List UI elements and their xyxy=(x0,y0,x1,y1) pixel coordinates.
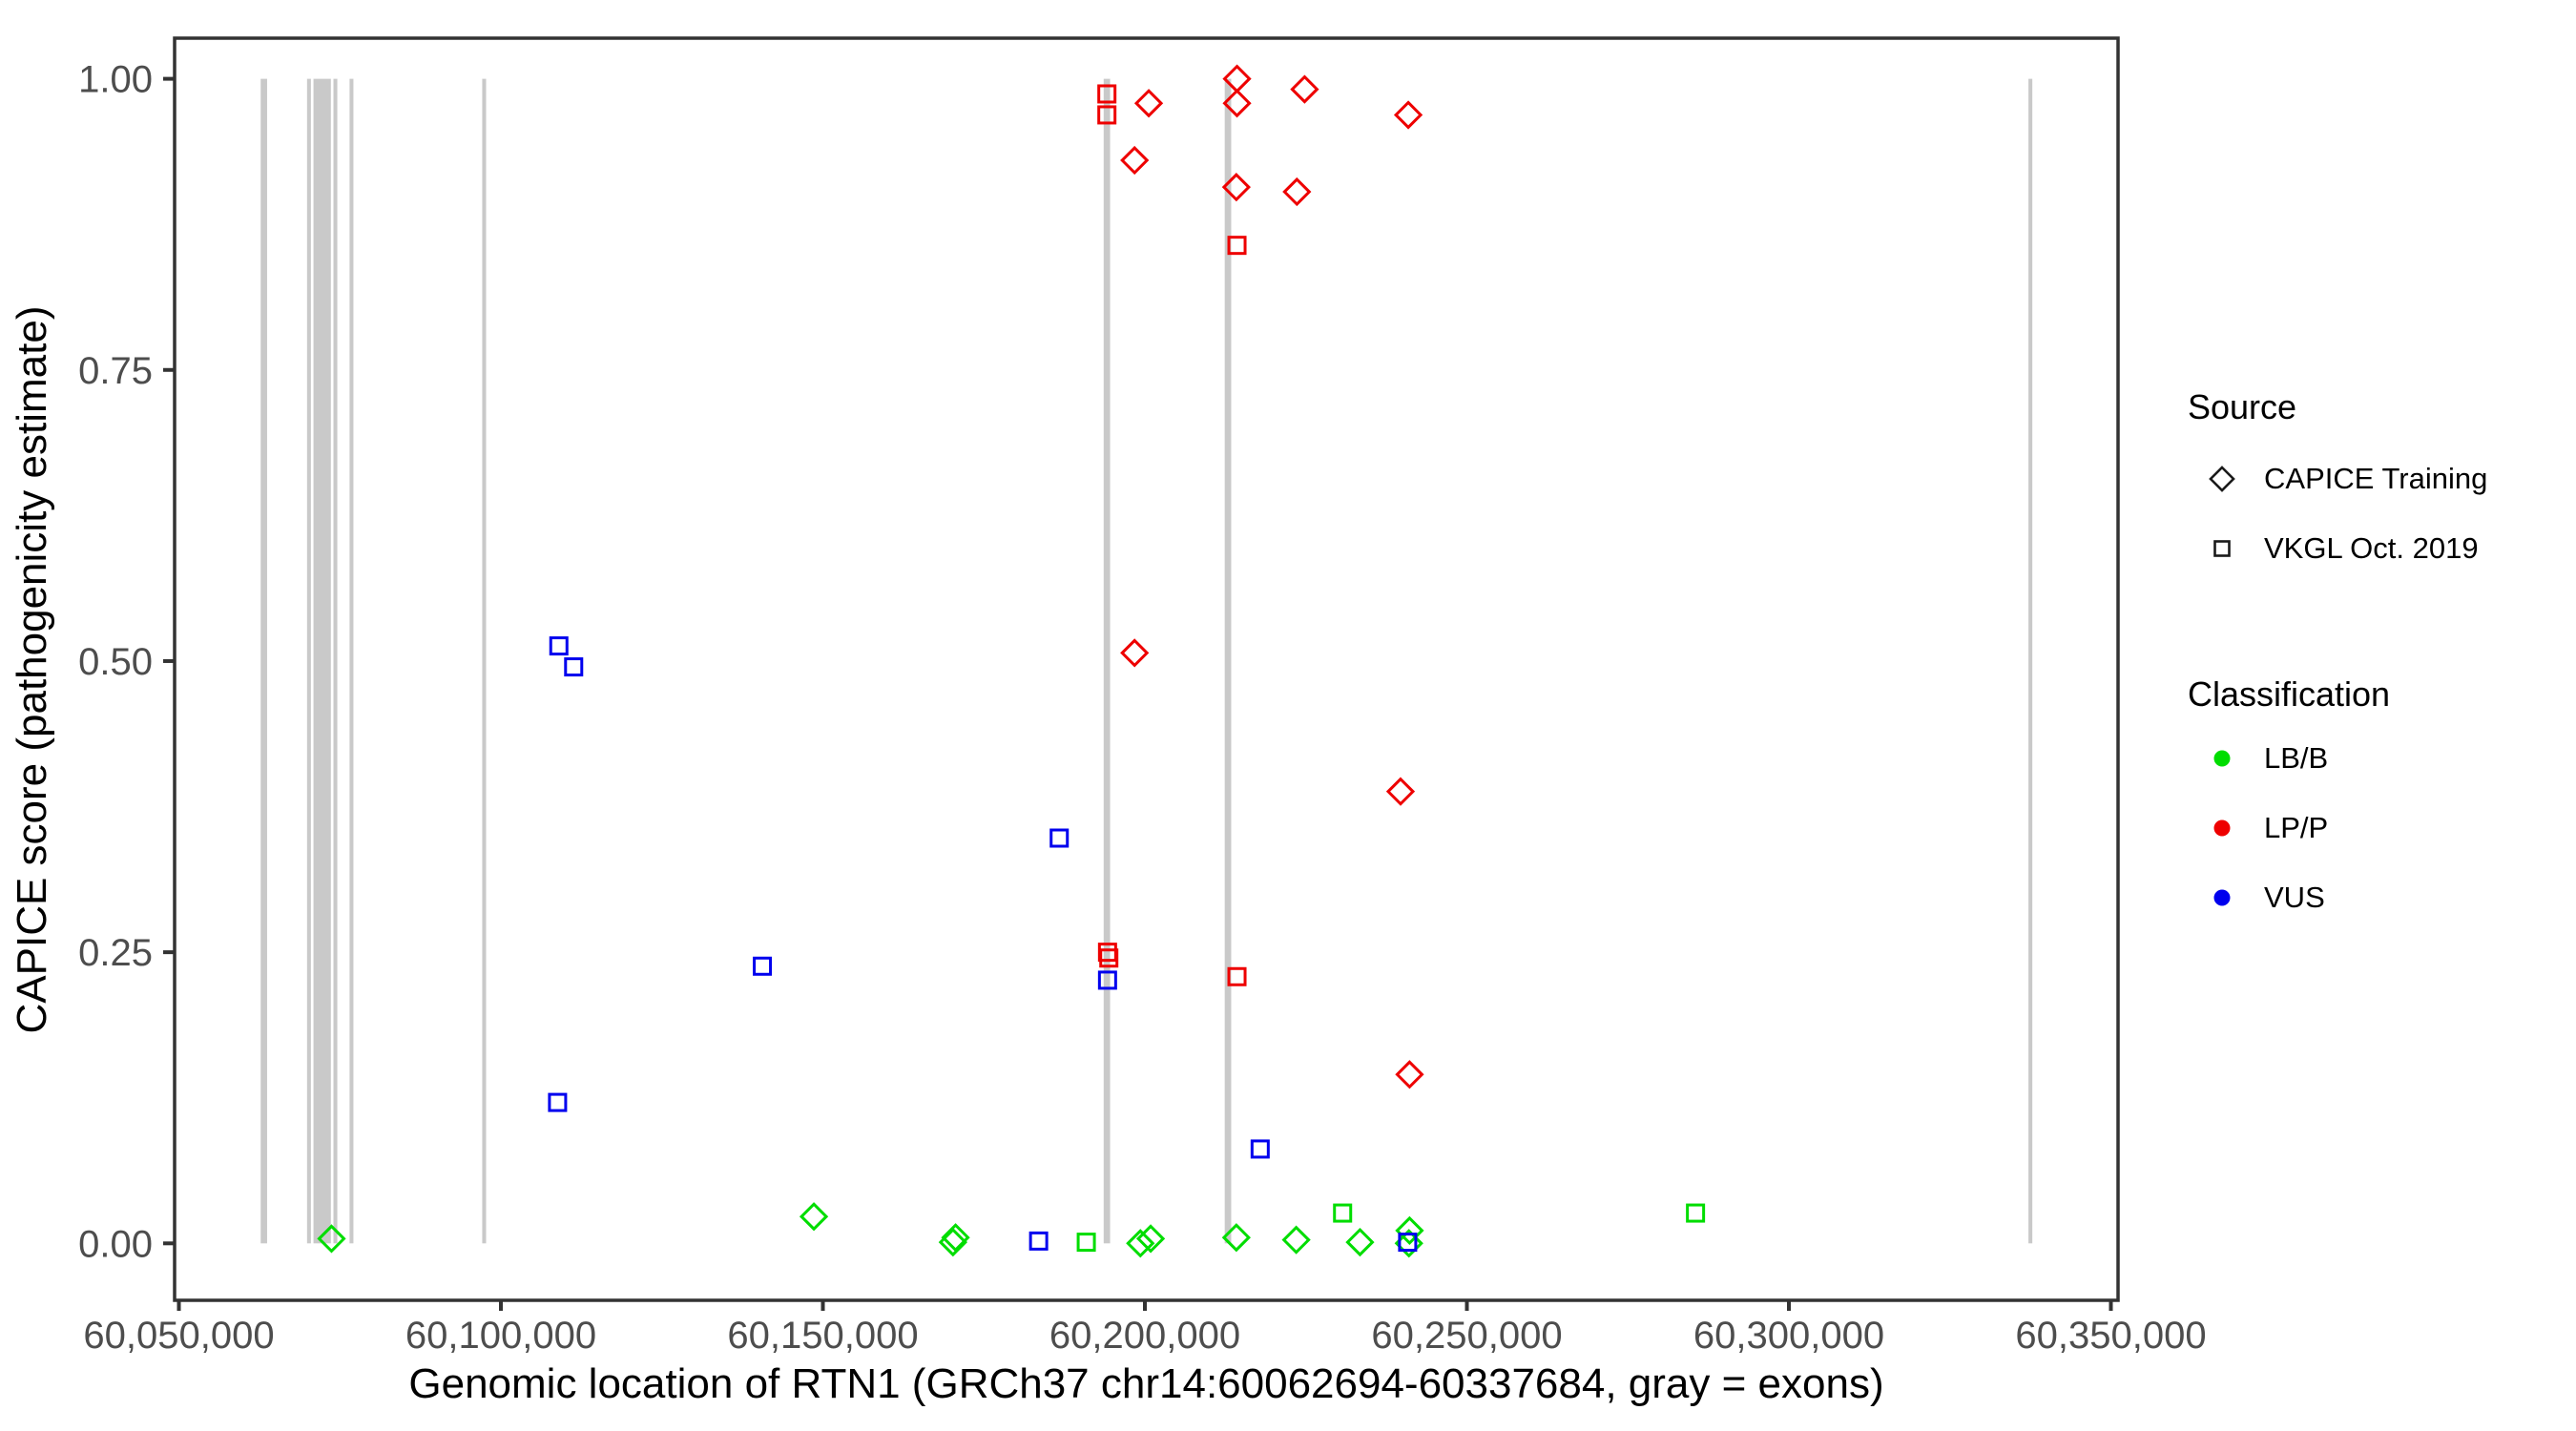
legend-item-vus: VUS xyxy=(2188,881,2325,915)
scatter-point-diamond xyxy=(317,1224,346,1254)
x-tick-label: 60,050,000 xyxy=(83,1315,274,1357)
exon-line xyxy=(260,78,267,1244)
scatter-point-square xyxy=(1686,1203,1706,1223)
legend-item-label: LP/P xyxy=(2264,811,2329,844)
plot-panel-border xyxy=(173,36,2120,1302)
scatter-point-square xyxy=(1250,1139,1270,1159)
scatter-point-diamond xyxy=(1221,173,1251,202)
exon-line xyxy=(313,78,331,1244)
scatter-point-square xyxy=(1099,948,1119,968)
scatter-point-diamond xyxy=(1281,1225,1311,1255)
scatter-point-diamond xyxy=(1133,89,1164,118)
scatter-point-diamond xyxy=(1395,1215,1424,1246)
scatter-point-diamond xyxy=(1120,638,1150,668)
legend-item-lpp: LP/P xyxy=(2188,811,2328,845)
scatter-point-diamond xyxy=(1120,145,1150,176)
legend-item-label: LB/B xyxy=(2264,741,2329,775)
exon-line xyxy=(1224,78,1232,1244)
x-tick-label: 60,300,000 xyxy=(1693,1315,1884,1357)
x-tick-label: 60,150,000 xyxy=(727,1315,918,1357)
scatter-point-square xyxy=(1049,828,1070,848)
square-icon xyxy=(2188,531,2256,566)
scatter-point-square xyxy=(1028,1231,1049,1251)
scatter-point-square xyxy=(1398,1233,1418,1253)
scatter-point-diamond xyxy=(1222,89,1252,118)
scatter-point-square xyxy=(1076,1233,1096,1253)
legend-source-title: Source xyxy=(2188,387,2297,426)
scatter-point-square xyxy=(548,1092,568,1112)
exon-line xyxy=(349,78,354,1244)
exon-line xyxy=(1103,78,1111,1244)
scatter-point-diamond xyxy=(799,1202,829,1232)
x-tick-label: 60,350,000 xyxy=(2015,1315,2206,1357)
y-tick-label: 0.75 xyxy=(78,350,153,392)
scatter-point-diamond xyxy=(1135,1224,1166,1254)
scatter-point-diamond xyxy=(941,1223,970,1253)
scatter-point-square xyxy=(1097,84,1117,104)
legend-item-vkgl: VKGL Oct. 2019 xyxy=(2188,531,2479,566)
y-tick-label: 0.50 xyxy=(78,641,153,683)
circle-icon xyxy=(2188,811,2256,845)
scatter-point-diamond xyxy=(1393,100,1423,130)
scatter-point-square xyxy=(1097,105,1117,125)
circle-icon xyxy=(2188,881,2256,915)
scatter-point-diamond xyxy=(1345,1227,1375,1257)
x-tick-label: 60,250,000 xyxy=(1371,1315,1562,1357)
exon-line xyxy=(482,78,487,1244)
legend-item-label: VUS xyxy=(2264,881,2325,914)
y-tick-label: 0.00 xyxy=(78,1223,153,1265)
scatter-point-diamond xyxy=(1395,1060,1424,1089)
x-tick-label: 60,100,000 xyxy=(405,1315,596,1357)
x-axis-title: Genomic location of RTN1 (GRCh37 chr14:6… xyxy=(408,1360,1884,1407)
scatter-point-square xyxy=(564,657,584,677)
scatter-point-diamond xyxy=(1290,74,1319,104)
legend-item-label: CAPICE Training xyxy=(2264,462,2488,495)
diamond-icon xyxy=(2188,462,2256,496)
x-tick-label: 60,200,000 xyxy=(1049,1315,1240,1357)
legend-item-label: VKGL Oct. 2019 xyxy=(2264,531,2479,565)
scatter-point-diamond xyxy=(1126,1229,1155,1258)
y-axis-title: CAPICE score (pathogenicity estimate) xyxy=(9,305,55,1034)
exon-line xyxy=(306,78,311,1244)
legend-item-lbb: LB/B xyxy=(2188,741,2328,776)
y-tick-label: 0.25 xyxy=(78,932,153,974)
legend-classification-title: Classification xyxy=(2188,674,2391,714)
legend-item-capice-training: CAPICE Training xyxy=(2188,462,2487,496)
scatter-point-square xyxy=(1227,236,1247,256)
scatter-point-diamond xyxy=(1282,176,1312,207)
scatter-point-square xyxy=(753,956,773,976)
scatter-point-square xyxy=(1097,970,1117,990)
scatter-point-square xyxy=(1333,1203,1353,1223)
circle-icon xyxy=(2188,741,2256,776)
scatter-point-diamond xyxy=(1221,1223,1251,1253)
scatter-point-square xyxy=(1227,966,1247,986)
scatter-point-square xyxy=(549,636,569,656)
y-tick-label: 1.00 xyxy=(78,59,153,101)
exon-line xyxy=(333,78,338,1244)
scatter-point-diamond xyxy=(1385,777,1416,806)
exon-line xyxy=(2028,78,2033,1244)
